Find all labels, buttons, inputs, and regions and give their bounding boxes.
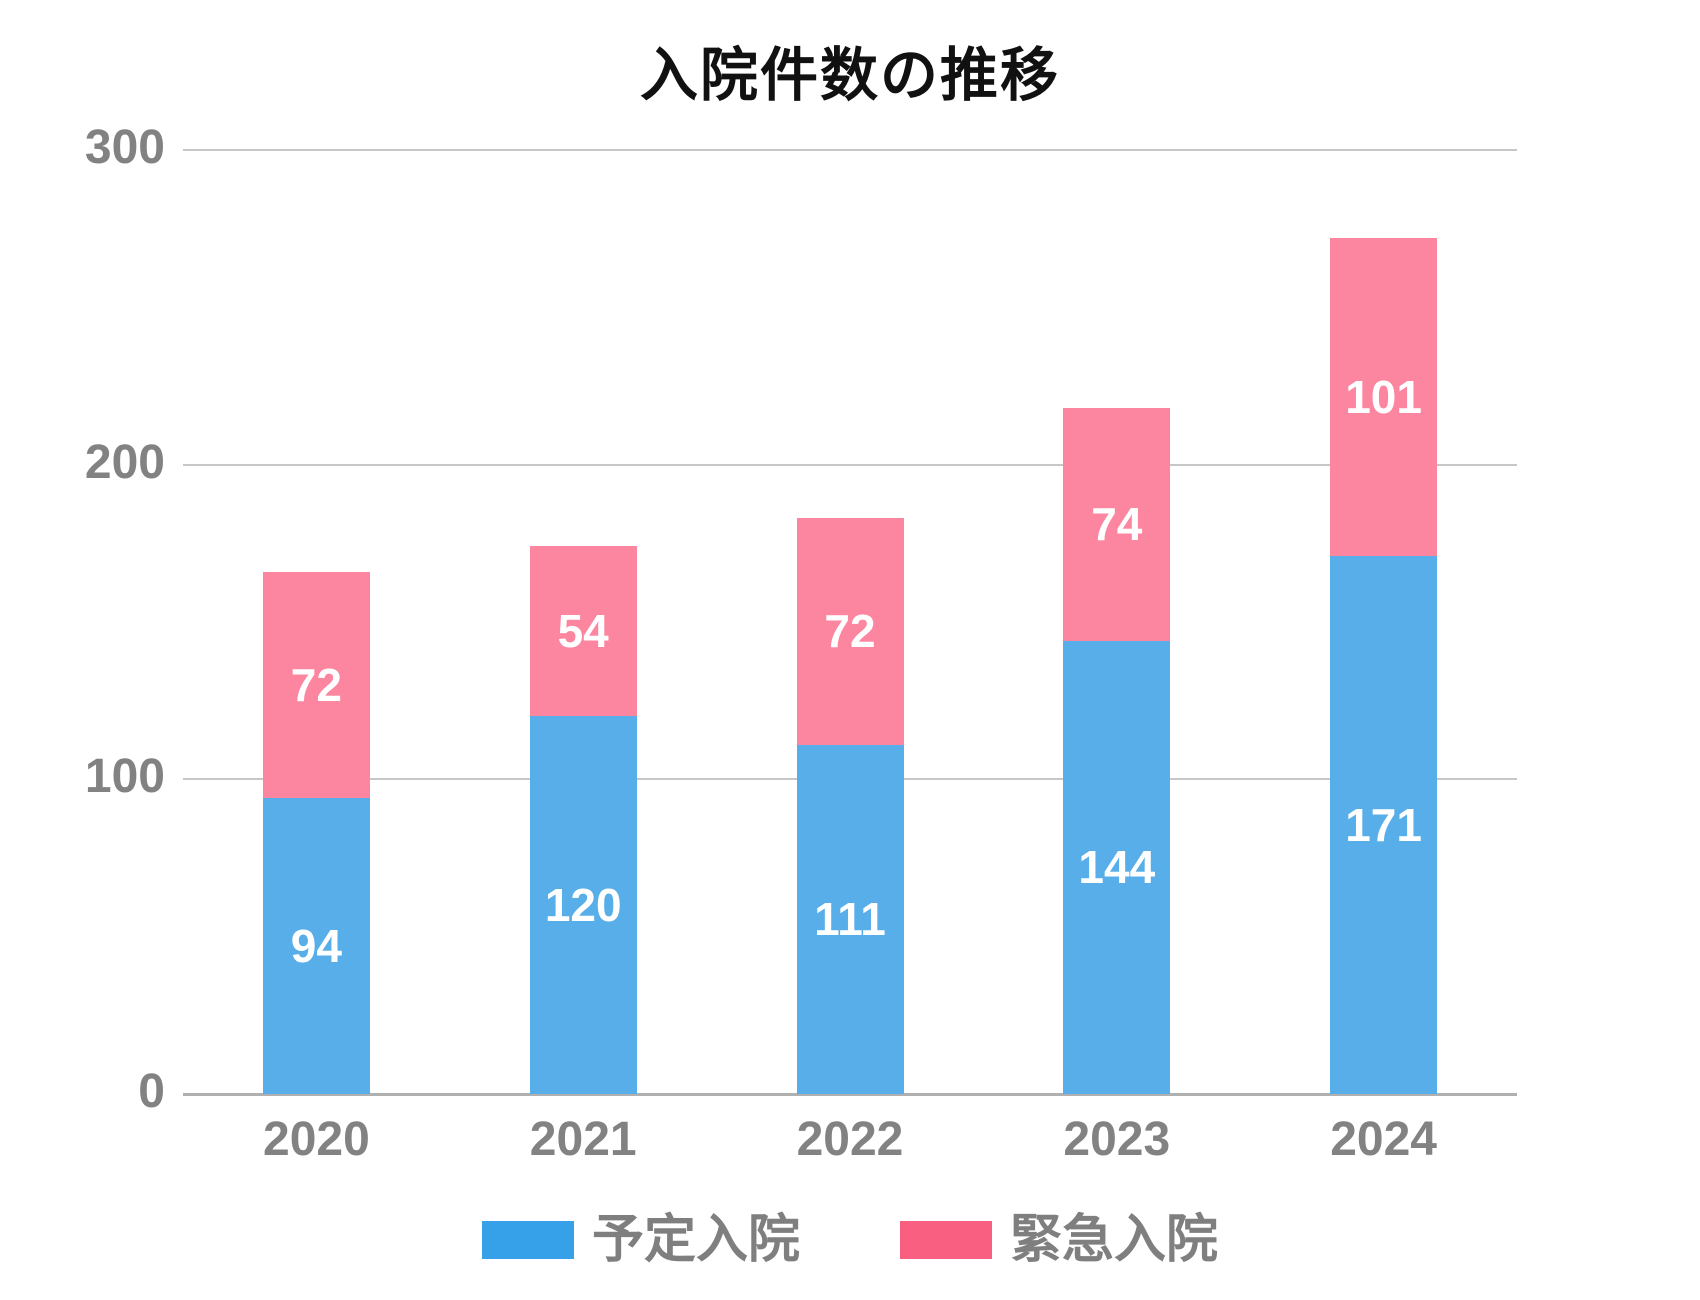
- bar-value-label-2020-emergency-admission: 72: [290, 658, 342, 711]
- gridline-0: [183, 1092, 1517, 1096]
- y-axis-label-100: 100: [84, 750, 165, 804]
- bar-value-label-2022-scheduled-admission: 111: [814, 893, 886, 946]
- x-axis-label-2024: 2024: [1330, 1113, 1437, 1166]
- bar-2022-scheduled-admission: 111: [796, 744, 904, 1094]
- x-axis-label-2021: 2021: [529, 1113, 637, 1166]
- chart-title: 入院件数の推移: [639, 43, 1060, 108]
- legend-item-emergency-admission: 緊急入院: [900, 1214, 1218, 1266]
- y-axis-label-300: 300: [84, 121, 165, 174]
- bar-2024-emergency-admission: 101: [1330, 238, 1438, 556]
- x-axis-label-2020: 2020: [263, 1113, 370, 1166]
- y-axis-label-0: 0: [138, 1065, 165, 1118]
- bar-2020-scheduled-admission: 94: [262, 798, 370, 1094]
- bar-2020-emergency-admission: 72: [262, 571, 370, 799]
- gridline-200: [183, 463, 1517, 466]
- bar-2023-emergency-admission: 74: [1063, 408, 1171, 641]
- bar-2022-emergency-admission: 72: [796, 518, 904, 745]
- bar-2023-scheduled-admission: 144: [1063, 640, 1171, 1094]
- y-axis-label-200: 200: [84, 435, 165, 489]
- legend-swatch-icon: [481, 1221, 574, 1259]
- bar-2021-scheduled-admission: 120: [529, 716, 637, 1094]
- bar-value-label-2020-scheduled-admission: 94: [290, 920, 342, 973]
- bar-value-label-2024-scheduled-admission: 171: [1345, 798, 1422, 851]
- x-axis-label-2022: 2022: [796, 1113, 904, 1166]
- bar-2024-scheduled-admission: 171: [1330, 555, 1438, 1094]
- legend-swatch-icon: [900, 1221, 992, 1259]
- bar-value-label-2023-emergency-admission: 74: [1091, 498, 1143, 551]
- x-axis-label-2023: 2023: [1063, 1113, 1171, 1166]
- bar-value-label-2021-emergency-admission: 54: [557, 605, 609, 658]
- legend-item-scheduled-admission: 予定入院: [481, 1211, 800, 1269]
- bar-value-label-2021-scheduled-admission: 120: [544, 879, 622, 932]
- bar-value-label-2023-scheduled-admission: 144: [1078, 841, 1156, 894]
- legend: 予定入院 緊急入院: [183, 1214, 1517, 1266]
- legend-item-label: 緊急入院: [1010, 1211, 1219, 1269]
- bar-value-label-2024-emergency-admission: 101: [1345, 371, 1422, 423]
- gridline-300: [183, 149, 1517, 151]
- legend-item-label: 予定入院: [591, 1211, 800, 1269]
- bar-2021-emergency-admission: 54: [529, 546, 637, 717]
- bar-value-label-2022-emergency-admission: 72: [824, 605, 876, 658]
